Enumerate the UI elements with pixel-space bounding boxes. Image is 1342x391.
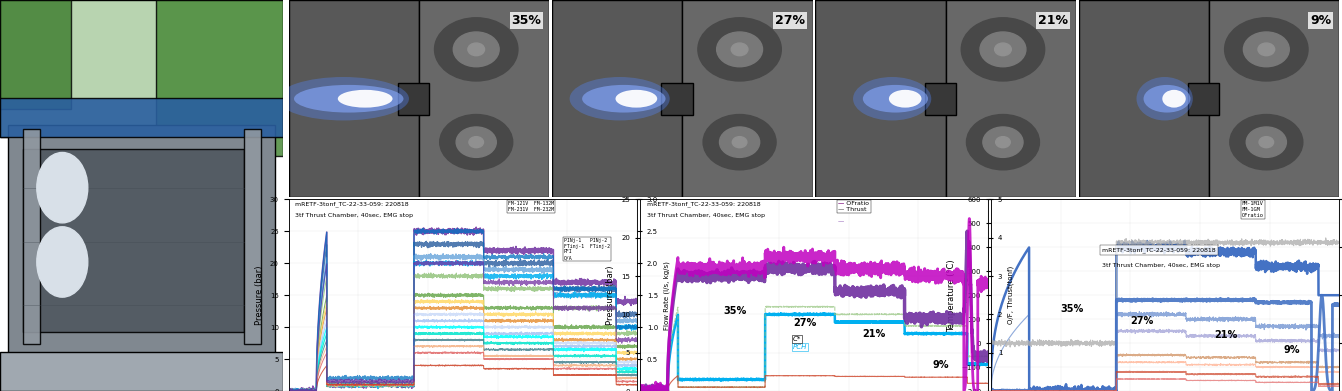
Ellipse shape [888,90,922,108]
FancyBboxPatch shape [1079,0,1209,197]
Circle shape [731,43,747,56]
FancyBboxPatch shape [23,129,40,344]
Text: 27%: 27% [793,318,816,328]
Ellipse shape [294,85,404,113]
Text: PCH: PCH [793,344,808,350]
Ellipse shape [1137,77,1193,120]
FancyBboxPatch shape [816,0,1076,197]
FancyBboxPatch shape [0,0,71,109]
Text: mRETF-3tonf_TC-22-33-059: 220818: mRETF-3tonf_TC-22-33-059: 220818 [1102,247,1216,253]
Ellipse shape [616,90,658,108]
Y-axis label: Pressure (bar): Pressure (bar) [255,265,264,325]
FancyBboxPatch shape [0,0,283,137]
FancyBboxPatch shape [816,0,946,197]
FancyBboxPatch shape [946,0,1076,197]
Circle shape [1259,136,1274,148]
Text: —: — [839,201,847,206]
Circle shape [717,32,762,67]
Circle shape [719,127,760,157]
FancyBboxPatch shape [419,0,549,197]
Y-axis label: O/F, Thrust(tonf): O/F, Thrust(tonf) [1008,266,1015,324]
FancyBboxPatch shape [289,0,419,197]
Text: 21%: 21% [1039,14,1068,27]
Circle shape [703,115,776,170]
FancyBboxPatch shape [0,352,283,391]
FancyBboxPatch shape [662,83,692,115]
FancyBboxPatch shape [1209,0,1339,197]
Y-axis label: Pressure (bar): Pressure (bar) [607,265,616,325]
FancyBboxPatch shape [156,0,283,156]
Text: 3tf Thrust Chamber, 40sec, EMG stop: 3tf Thrust Chamber, 40sec, EMG stop [295,213,413,218]
FancyBboxPatch shape [399,83,429,115]
Circle shape [454,32,499,67]
Text: — OFratio
— Thrust: — OFratio — Thrust [839,201,870,212]
Circle shape [468,43,484,56]
Circle shape [698,18,781,81]
Text: 27%: 27% [1130,316,1154,326]
Circle shape [980,32,1025,67]
Text: 21%: 21% [863,329,886,339]
FancyBboxPatch shape [0,98,283,137]
Ellipse shape [338,90,393,108]
Text: 9%: 9% [933,360,949,370]
FancyBboxPatch shape [1079,0,1339,197]
Text: 9%: 9% [1283,345,1300,355]
Circle shape [456,127,497,157]
Text: FM-121V  FM-132M
FM-231V  FM-232M: FM-121V FM-132M FM-231V FM-232M [509,201,554,212]
FancyBboxPatch shape [925,83,956,115]
Text: 21%: 21% [1215,330,1237,340]
Circle shape [1257,43,1275,56]
Text: mRETF-3tonf_TC-22-33-059: 220818: mRETF-3tonf_TC-22-33-059: 220818 [647,201,761,207]
Circle shape [982,127,1023,157]
Ellipse shape [1143,85,1190,113]
Circle shape [435,18,518,81]
Text: 35%: 35% [723,307,746,316]
Ellipse shape [863,85,929,113]
Circle shape [36,227,87,297]
Text: C*: C* [793,336,801,342]
Text: 9%: 9% [1310,14,1331,27]
Text: 35%: 35% [511,14,541,27]
Text: PINj-1   PINj-2
FTinj-1  FTinj-2
PFI
O/A: PINj-1 PINj-2 FTinj-1 FTinj-2 PFI O/A [564,238,609,260]
Text: 27%: 27% [774,14,805,27]
Circle shape [961,18,1044,81]
Text: —: — [839,219,847,224]
Y-axis label: Temperature (°C): Temperature (°C) [947,259,957,332]
Ellipse shape [569,77,670,120]
FancyBboxPatch shape [1188,83,1220,115]
Circle shape [1244,32,1290,67]
Text: 3tf Thrust Chamber, 40sec, EMG stop: 3tf Thrust Chamber, 40sec, EMG stop [1102,263,1220,267]
Text: FM-1M1V
FM-1GM
OFratio: FM-1M1V FM-1GM OFratio [1241,201,1264,218]
Circle shape [996,136,1011,148]
Text: 3tf Thrust Chamber, 40sec, EMG stop: 3tf Thrust Chamber, 40sec, EMG stop [647,213,765,218]
Text: 35%: 35% [1060,304,1084,314]
Circle shape [733,136,747,148]
Ellipse shape [1162,90,1186,108]
Y-axis label: Flow Rate (l/s, kg/s): Flow Rate (l/s, kg/s) [663,261,670,330]
FancyBboxPatch shape [682,0,813,197]
FancyBboxPatch shape [552,0,813,197]
FancyBboxPatch shape [8,125,275,360]
FancyBboxPatch shape [23,149,243,332]
Ellipse shape [854,77,931,120]
FancyBboxPatch shape [552,0,682,197]
FancyBboxPatch shape [289,0,549,197]
Ellipse shape [278,77,409,120]
FancyBboxPatch shape [243,129,260,344]
Circle shape [440,115,513,170]
Ellipse shape [582,85,666,113]
Circle shape [36,152,87,223]
Circle shape [1247,127,1287,157]
Circle shape [994,43,1012,56]
Circle shape [1229,115,1303,170]
Text: mRETF-3tonf_TC-22-33-059: 220818: mRETF-3tonf_TC-22-33-059: 220818 [295,201,409,207]
Circle shape [966,115,1040,170]
Circle shape [1225,18,1308,81]
Circle shape [468,136,483,148]
